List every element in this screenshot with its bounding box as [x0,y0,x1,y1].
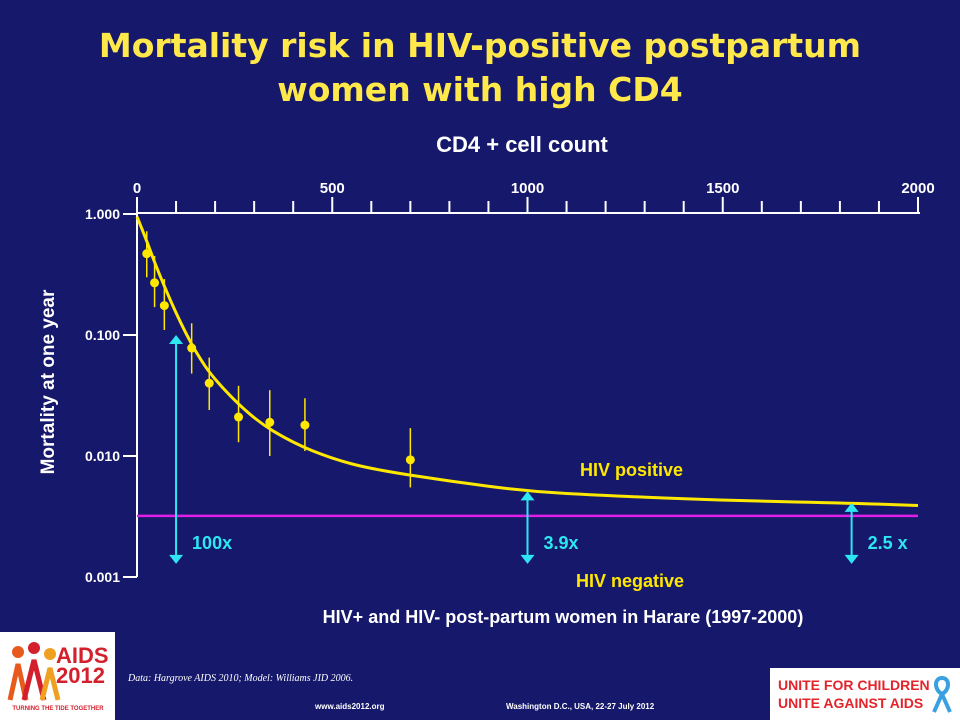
y-tick-label: 1.000 [85,206,120,222]
ratio-arrow-head-up [520,491,535,501]
data-point [405,455,415,465]
ratio-arrow-head-down [844,554,859,564]
x-tick-label: 2000 [901,180,934,197]
y-tick-label: 0.100 [85,327,120,343]
aids2012-tagline: TURNING THE TIDE TOGETHER [12,706,104,712]
y-axis-label: Mortality at one year [38,289,59,474]
data-credit: Data: Hargrove AIDS 2010; Model: William… [128,673,354,684]
slide-title: Mortality risk in HIV-positive postpartu… [98,26,862,109]
aids2012-figures-icon [7,642,61,701]
data-point [300,420,310,430]
unite-logo: UNITE FOR CHILDREN UNITE AGAINST AIDS [770,668,960,720]
ratio-arrow-head-down [520,554,535,564]
chart-caption: HIV+ and HIV- post-partum women in Harar… [323,607,804,627]
ratio-arrow-head-down [169,554,184,564]
hiv-positive-curve [135,216,919,507]
unite-wordmark: UNITE FOR CHILDREN UNITE AGAINST AIDS [778,677,930,711]
footer-url: www.aids2012.org [315,702,385,711]
x-tick-label: 1500 [706,180,739,197]
hiv-negative-label: HIV negative [576,571,684,591]
y-tick-label: 0.001 [85,569,120,585]
aids2012-wordmark: AIDS 2012 [56,643,109,688]
x-tick-label: 500 [320,180,345,197]
chart-subtitle: CD4 + cell count [436,132,608,157]
chart-axes: 0 500 1000 1500 2000 1.000 0.100 0.010 0.001 [85,180,935,585]
hiv-positive-label: HIV positive [580,460,683,480]
data-point [150,278,160,288]
ratio-label: 100x [192,533,232,553]
x-tick-label: 0 [133,180,141,197]
data-point [204,378,214,388]
aids2012-logo: AIDS 2012 TURNING THE TIDE TOGETHER [0,632,115,720]
data-point [159,301,169,311]
y-tick-label: 0.010 [85,448,120,464]
awareness-ribbon-icon [932,675,952,713]
ratio-arrow-head-up [844,502,859,512]
ratio-arrow-head-up [169,335,184,344]
data-point [234,412,244,422]
ratio-label: 2.5 x [868,533,908,553]
chart-marks: 100x 3.9x 2.5 x [135,216,919,564]
x-tick-label: 1000 [511,180,544,197]
data-point [265,417,275,427]
ratio-label: 3.9x [544,533,579,553]
footer-place: Washington D.C., USA, 22-27 July 2012 [506,702,655,711]
